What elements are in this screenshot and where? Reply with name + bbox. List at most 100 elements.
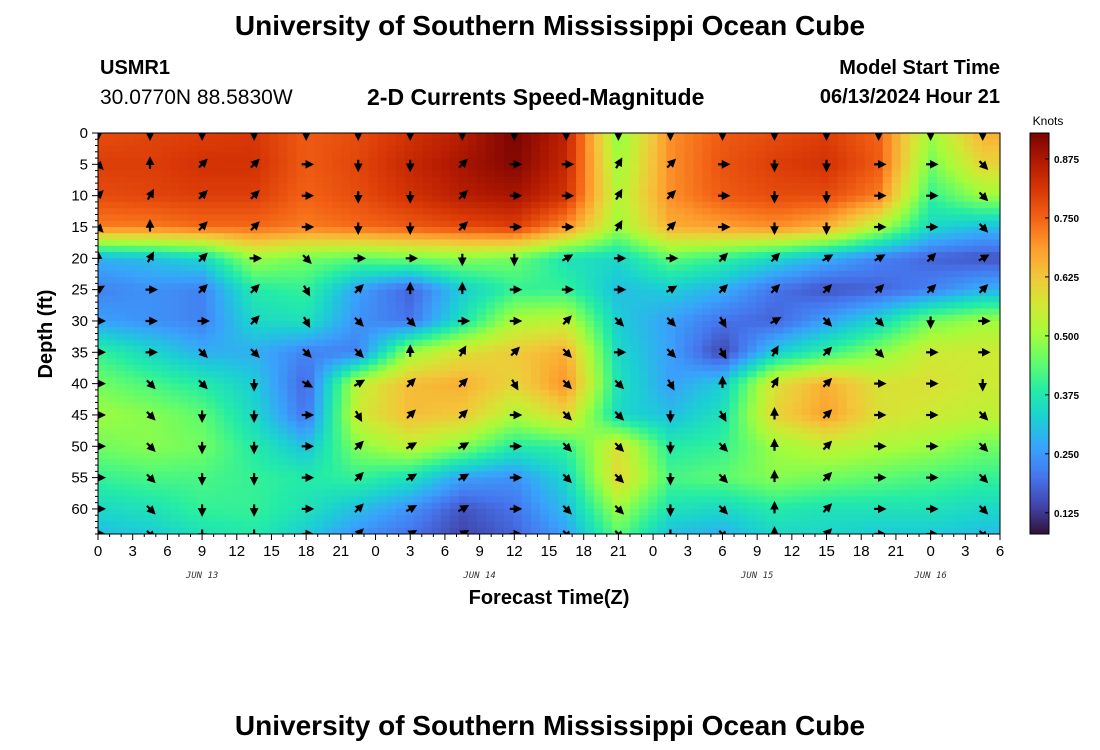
heatmap-cell [594, 170, 604, 178]
heatmap-cell [503, 408, 514, 416]
heatmap-cell [630, 170, 640, 178]
heatmap-cell [269, 220, 279, 228]
heatmap-cell [413, 283, 424, 291]
heatmap-cell [603, 183, 613, 190]
heatmap-cell [341, 389, 352, 397]
heatmap-cell [323, 270, 334, 278]
heatmap-cell [161, 402, 171, 410]
heatmap-cell [431, 201, 442, 209]
heatmap-cell [837, 195, 848, 203]
heatmap-cell [549, 226, 559, 234]
heatmap-cell [539, 233, 550, 241]
heatmap-cell [747, 252, 758, 259]
heatmap-cell [657, 264, 667, 272]
heatmap-cell [341, 151, 352, 159]
heatmap-cell [431, 371, 442, 378]
heatmap-cell [657, 421, 667, 429]
heatmap-cell [990, 145, 1000, 153]
heatmap-cell [125, 176, 135, 184]
heatmap-cell [440, 189, 451, 197]
heatmap-cell [458, 264, 469, 272]
heatmap-cell [116, 252, 126, 259]
heatmap-cell [621, 158, 631, 165]
heatmap-cell [612, 145, 622, 153]
heatmap-cell [260, 433, 270, 441]
heatmap-cell [269, 214, 279, 222]
heatmap-cell [125, 402, 135, 410]
heatmap-cell [305, 302, 316, 310]
heatmap-cell [630, 302, 640, 310]
heatmap-cell [810, 320, 821, 328]
heatmap-cell [792, 270, 803, 278]
heatmap-cell [558, 358, 568, 366]
heatmap-cell [693, 158, 703, 165]
heatmap-cell [224, 158, 234, 165]
heatmap-cell [206, 145, 216, 153]
heatmap-cell [485, 302, 496, 310]
heatmap-cell [422, 346, 433, 353]
heatmap-cell [395, 333, 406, 341]
heatmap-cell [990, 208, 1000, 216]
heatmap-cell [702, 421, 712, 429]
heatmap-cell [819, 170, 830, 178]
heatmap-cell [738, 133, 749, 140]
heatmap-cell [621, 364, 631, 372]
heatmap-cell [152, 364, 162, 372]
heatmap-cell [233, 327, 243, 335]
heatmap-cell [900, 270, 911, 278]
heatmap-cell [792, 164, 803, 172]
heatmap-cell [449, 364, 460, 372]
heatmap-cell [864, 245, 875, 253]
heatmap-cell [783, 314, 794, 322]
heatmap-cell [422, 302, 433, 310]
heatmap-cell [657, 327, 667, 335]
heatmap-cell [702, 352, 712, 360]
heatmap-cell [684, 427, 694, 435]
heatmap-cell [864, 371, 875, 378]
heatmap-cell [864, 170, 875, 178]
heatmap-cell [918, 170, 929, 178]
heatmap-cell [594, 139, 604, 147]
heatmap-cell [639, 189, 649, 197]
heatmap-cell [738, 270, 749, 278]
heatmap-cell [242, 402, 252, 410]
heatmap-cell [981, 245, 992, 253]
heatmap-cell [891, 195, 902, 203]
heatmap-cell [855, 433, 866, 441]
heatmap-cell [134, 371, 144, 378]
heatmap-cell [594, 346, 604, 353]
heatmap-cell [909, 139, 920, 147]
heatmap-cell [170, 327, 180, 335]
heatmap-cell [603, 283, 613, 291]
heatmap-cell [783, 270, 794, 278]
heatmap-cell [684, 383, 694, 391]
heatmap-cell [539, 402, 550, 410]
heatmap-cell [404, 421, 415, 429]
heatmap-cell [603, 289, 613, 297]
heatmap-cell [783, 346, 794, 353]
heatmap-cell [972, 402, 983, 410]
heatmap-cell [386, 158, 397, 165]
heatmap-cell [233, 377, 243, 385]
heatmap-cell [729, 158, 740, 165]
heatmap-cell [413, 339, 424, 347]
heatmap-cell [188, 339, 198, 347]
heatmap-cell [431, 145, 442, 153]
heatmap-cell [368, 158, 379, 165]
heatmap-cell [539, 414, 550, 422]
heatmap-cell [711, 339, 721, 347]
heatmap-cell [152, 220, 162, 228]
heatmap-cell [179, 226, 189, 234]
heatmap-cell [756, 183, 767, 190]
heatmap-cell [909, 377, 920, 385]
heatmap-cell [539, 339, 550, 347]
heatmap-cell [621, 176, 631, 184]
heatmap-cell [368, 183, 379, 190]
heatmap-cell [134, 346, 144, 353]
heatmap-cell [891, 314, 902, 322]
heatmap-cell [503, 421, 514, 429]
heatmap-cell [855, 189, 866, 197]
heatmap-cell [675, 151, 685, 159]
heatmap-cell [855, 346, 866, 353]
heatmap-cell [539, 371, 550, 378]
